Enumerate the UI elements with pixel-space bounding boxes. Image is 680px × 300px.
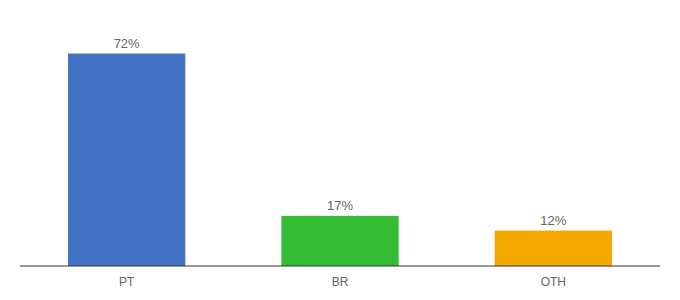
x-tick-label: BR: [332, 275, 349, 289]
data-label: 72%: [114, 36, 140, 51]
bar: [495, 231, 612, 266]
x-axis-labels: PT BR OTH: [119, 275, 566, 289]
x-tick-label: PT: [119, 275, 135, 289]
bars: [68, 54, 612, 266]
data-label: 12%: [540, 213, 566, 228]
x-tick-label: OTH: [541, 275, 566, 289]
x-axis-line: [20, 266, 660, 267]
bar: [68, 54, 185, 266]
data-labels: 72% 17% 12%: [114, 36, 567, 228]
bar: [281, 216, 398, 266]
data-label: 17%: [327, 198, 353, 213]
chart: 72% 17% 12% PT BR OTH: [0, 0, 680, 300]
chart-container: 72% 17% 12% PT BR OTH: [0, 0, 680, 300]
